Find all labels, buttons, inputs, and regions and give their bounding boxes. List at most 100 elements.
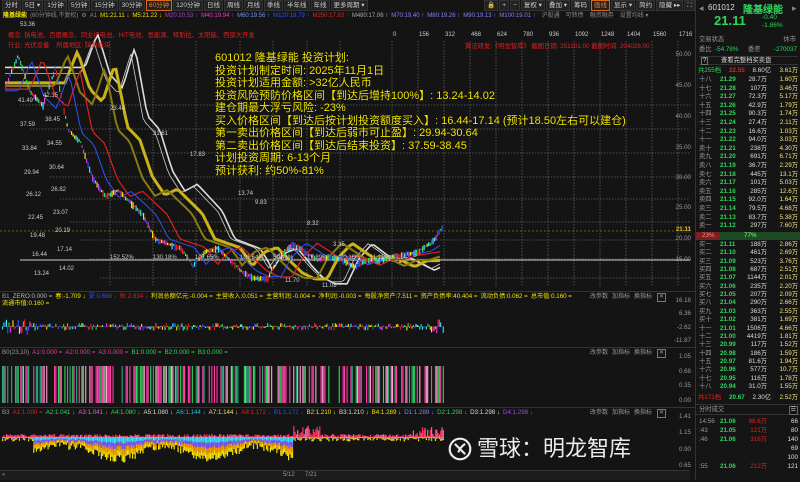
signal-bar: [16, 366, 17, 403]
signal-bar: [106, 366, 107, 403]
fullscreen-icon[interactable]: ⛶: [684, 0, 695, 11]
full-book-link[interactable]: 查看完整档买卖盘?: [699, 56, 798, 65]
close-icon[interactable]: ✕: [657, 293, 666, 302]
panel-control[interactable]: 改参数: [590, 294, 608, 301]
indicator-bar: [165, 445, 166, 448]
ma-link[interactable]: 设置均线 ▾: [620, 12, 649, 21]
period-tab[interactable]: 月线: [244, 0, 263, 11]
expand-icon[interactable]: ☰: [789, 406, 798, 415]
indicator-bar: [146, 327, 147, 329]
indicator-bar: [276, 437, 277, 441]
chart-tool-button[interactable]: 复权 ▾: [521, 0, 545, 11]
period-tab[interactable]: 1分钟: [44, 0, 67, 11]
ma-link[interactable]: 沪股通: [542, 12, 560, 21]
period-tab[interactable]: 30分钟: [119, 0, 145, 11]
period-tab[interactable]: 季线: [264, 0, 283, 11]
indicator-bar: [184, 443, 185, 447]
lock-icon[interactable]: 🔒: [484, 0, 498, 11]
indicator-bar: [218, 436, 219, 437]
period-tab[interactable]: 5分钟: [68, 0, 91, 11]
period-tab[interactable]: 更多周期 ▾: [331, 0, 368, 11]
indicator-panel-b0[interactable]: B0(23,10)A1:0.000 =A2:0.000 =A3:0.000 =B…: [0, 347, 695, 405]
period-tab[interactable]: 年线: [311, 0, 330, 11]
indicator-bar: [270, 448, 271, 452]
indicator-bar: [235, 441, 236, 445]
period-tab[interactable]: 15分钟: [91, 0, 117, 11]
prev-stock-icon[interactable]: ◂: [699, 3, 704, 14]
next-stock-icon[interactable]: ▸: [792, 3, 797, 14]
period-tab[interactable]: 半年线: [284, 0, 310, 11]
chart-tool-button[interactable]: 画线: [591, 0, 610, 11]
scroll-left-icon[interactable]: «: [2, 472, 5, 479]
signal-bar: [170, 366, 171, 403]
settings-icon[interactable]: ⚙: [81, 12, 86, 21]
panel-control[interactable]: 加指标: [612, 410, 630, 417]
chart-tool-button[interactable]: −: [510, 0, 520, 11]
close-icon[interactable]: ✕: [657, 349, 666, 358]
period-tab[interactable]: 日线: [204, 0, 223, 11]
period-tab[interactable]: 周线: [224, 0, 243, 11]
panel-control[interactable]: 加指标: [612, 294, 630, 301]
indicator-bar: [423, 438, 424, 439]
panel-control[interactable]: 改参数: [590, 410, 608, 417]
panel-control[interactable]: 换指标: [634, 410, 652, 417]
period-tab[interactable]: 120分钟: [173, 0, 203, 11]
panel-control[interactable]: 改参数: [590, 350, 608, 357]
panel-control[interactable]: 换指标: [634, 350, 652, 357]
panel-control[interactable]: 换指标: [634, 294, 652, 301]
candle: [238, 265, 239, 270]
period-tab[interactable]: 分时: [2, 0, 21, 11]
period-tab[interactable]: 60分钟: [146, 0, 172, 11]
chart-tool-button[interactable]: 显示 ▾: [611, 0, 635, 11]
panel-control[interactable]: 加指标: [612, 350, 630, 357]
chart-tool-button[interactable]: 叠加 ▾: [546, 0, 570, 11]
indicator-bar: [179, 443, 180, 446]
chart-tool-button[interactable]: +: [499, 0, 509, 11]
chart-tool-button[interactable]: 筹码: [571, 0, 590, 11]
ma-link[interactable]: 融资融券: [590, 12, 614, 21]
ma-link[interactable]: 可转债: [566, 12, 584, 21]
chart-tool-button[interactable]: 简约: [636, 0, 655, 11]
chart-tool-button[interactable]: 隐藏 ▸▸: [656, 0, 683, 11]
signal-bar: [79, 366, 80, 403]
indicator-bar: [154, 443, 155, 447]
close-icon[interactable]: ✕: [657, 409, 666, 418]
period-tab[interactable]: 5日 ▾: [22, 0, 43, 11]
